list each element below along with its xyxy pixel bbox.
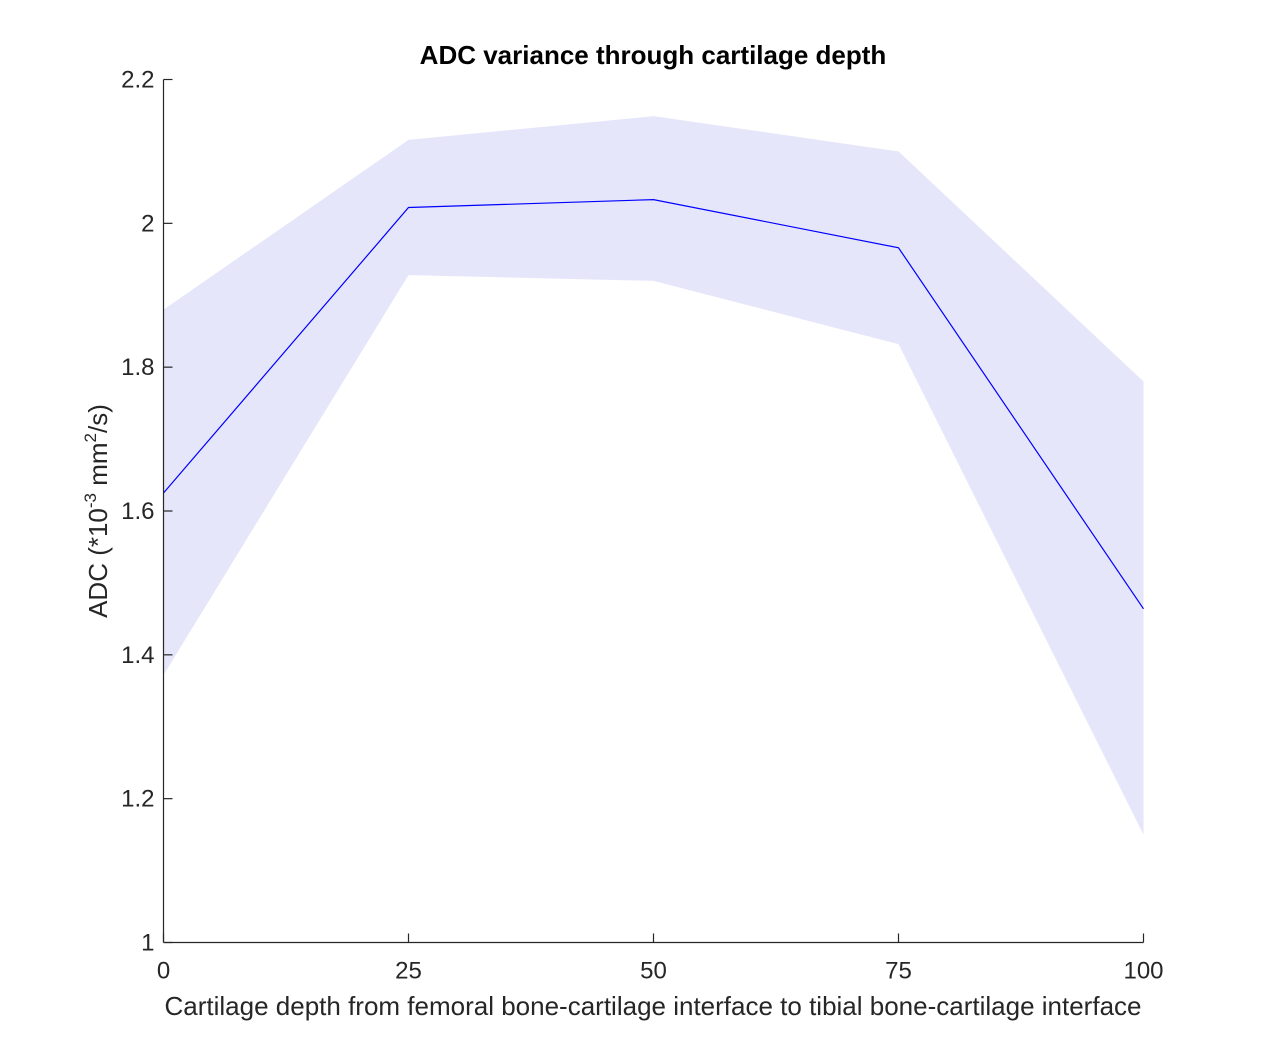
- y-tick-label: 1.2: [121, 786, 154, 813]
- y-axis-label: ADC (*10-3 mm2/s): [81, 404, 113, 618]
- y-tick-label: 1.8: [121, 354, 154, 381]
- y-tick-label: 2.2: [121, 67, 154, 94]
- y-tick-label: 1.6: [121, 498, 154, 525]
- y-ticks: 1 1.2 1.4 1.6 1.8 2 2.2: [121, 67, 173, 957]
- y-axis-label-middle: mm: [83, 442, 113, 493]
- y-tick-label: 1.4: [121, 642, 154, 669]
- x-tick-label: 25: [395, 958, 422, 985]
- x-tick-label: 75: [885, 958, 912, 985]
- variance-band-0: [163, 116, 1144, 835]
- mean-line-0: [163, 198, 1144, 610]
- y-axis-label-exponent-2: 2: [81, 433, 100, 442]
- chart-title: ADC variance through cartilage depth: [420, 40, 887, 70]
- y-tick-label: 2: [141, 210, 154, 237]
- x-axis-label: Cartilage depth from femoral bone-cartil…: [165, 991, 1142, 1021]
- x-tick-label: 50: [640, 958, 667, 985]
- mean-line-layer: [163, 198, 1144, 610]
- x-ticks: 0 25 50 75 100: [157, 933, 1164, 985]
- y-axis-label-exponent-1: -3: [81, 493, 100, 508]
- x-tick-label: 0: [157, 958, 170, 985]
- y-axis-label-suffix: /s): [83, 404, 113, 433]
- x-tick-label: 100: [1123, 958, 1163, 985]
- y-axis-label-prefix: ADC (*10: [83, 508, 113, 618]
- y-tick-label: 1: [141, 930, 154, 957]
- variance-band-layer: [163, 116, 1144, 835]
